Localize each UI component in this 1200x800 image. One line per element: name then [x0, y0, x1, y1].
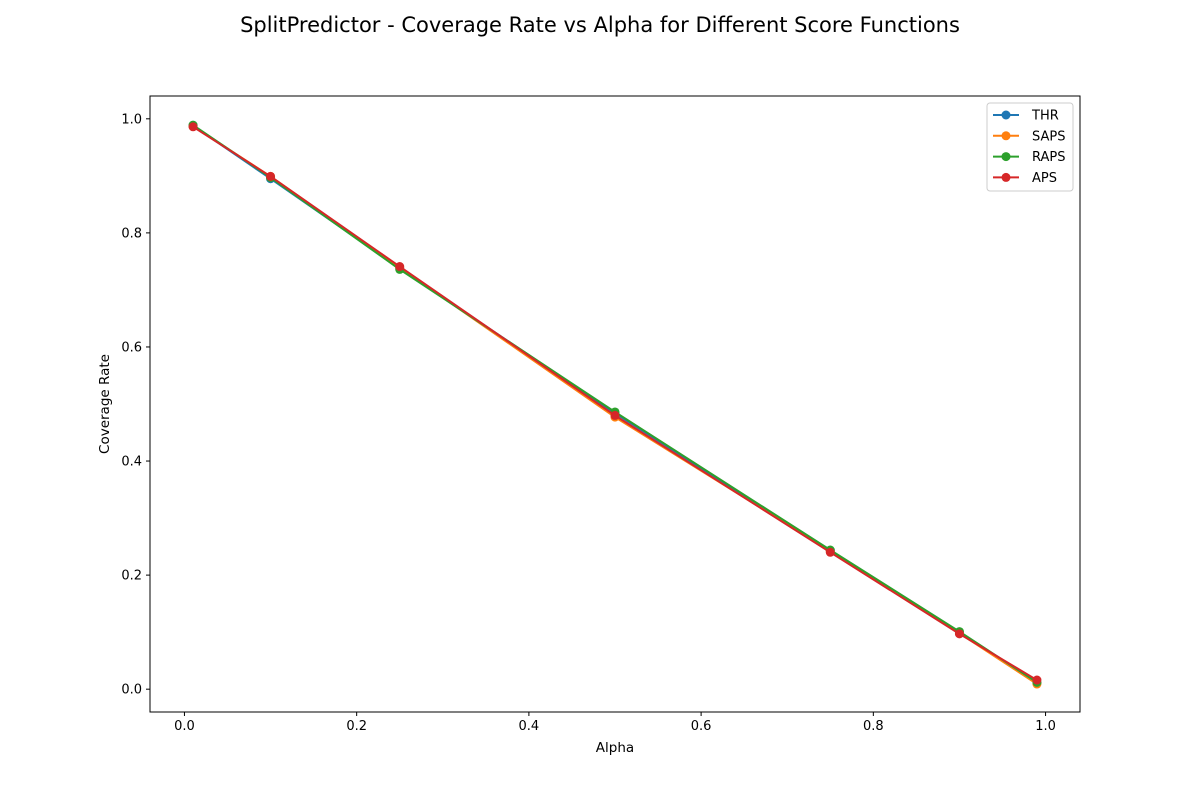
- legend: THR SAPS RAPS APS: [986, 102, 1074, 192]
- series-line-aps: [192, 125, 1038, 682]
- legend-item-thr: THR: [993, 109, 1059, 124]
- axes-frame: [149, 95, 1081, 713]
- series-raps: [188, 120, 1042, 687]
- x-tick-label: 1.0: [1035, 719, 1056, 734]
- y-tick-label: 0.2: [121, 569, 142, 584]
- data-point-aps: [188, 122, 198, 132]
- legend-marker-raps: [1001, 152, 1011, 162]
- legend-item-raps: RAPS: [993, 150, 1066, 165]
- legend-item-saps: SAPS: [993, 129, 1065, 144]
- data-point-aps: [395, 262, 405, 272]
- legend-marker-thr: [1001, 110, 1011, 120]
- x-tick-label: 0.4: [519, 719, 540, 734]
- series-layer: [188, 120, 1042, 689]
- y-tick-label: 0.8: [121, 226, 142, 241]
- legend-marker-aps: [1001, 172, 1011, 182]
- legend-box: [986, 102, 1074, 192]
- legend-label-raps: RAPS: [1032, 150, 1066, 165]
- chart-title: SplitPredictor - Coverage Rate vs Alpha …: [240, 13, 960, 37]
- legend-label-thr: THR: [1031, 109, 1059, 124]
- y-tick-label: 0.0: [121, 683, 142, 698]
- data-point-aps: [266, 171, 276, 181]
- legend-label-saps: SAPS: [1032, 129, 1065, 144]
- data-point-aps: [825, 547, 835, 557]
- data-point-aps: [954, 629, 964, 639]
- series-line-raps: [192, 124, 1038, 684]
- x-tick-label: 0.8: [863, 719, 884, 734]
- y-tick-label: 1.0: [121, 112, 142, 127]
- x-axis-label: Alpha: [596, 740, 634, 756]
- x-tick-label: 0.0: [174, 719, 195, 734]
- tick-layer: 0.0 0.2 0.4 0.6 0.8 1.0 0.0 0.2 0.4 0.6 0.8 1.0: [121, 112, 1056, 734]
- legend-item-aps: APS: [993, 171, 1057, 186]
- x-tick-label: 0.2: [346, 719, 367, 734]
- series-aps: [188, 122, 1042, 685]
- y-tick-label: 0.4: [121, 455, 142, 470]
- y-axis-label: Coverage Rate: [97, 354, 113, 454]
- series-line-thr: [192, 124, 1038, 684]
- legend-label-aps: APS: [1032, 171, 1057, 186]
- legend-marker-saps: [1001, 131, 1011, 141]
- y-tick-label: 0.6: [121, 340, 142, 355]
- data-point-aps: [1032, 675, 1042, 685]
- x-tick-label: 0.6: [691, 719, 712, 734]
- data-point-aps: [610, 410, 620, 420]
